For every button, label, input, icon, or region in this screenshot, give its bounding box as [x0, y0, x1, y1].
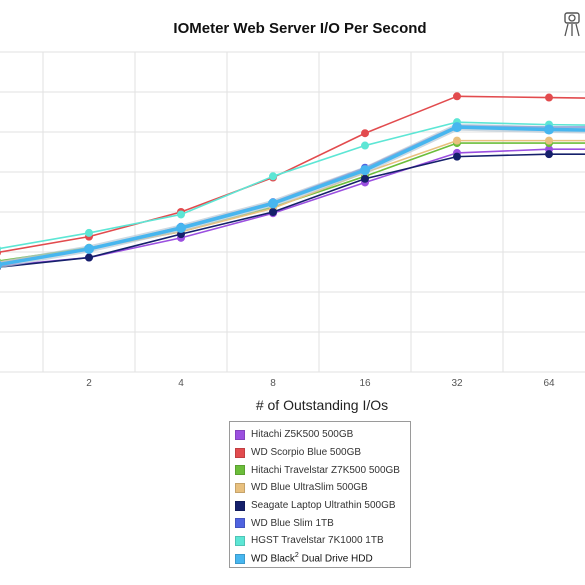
- data-point: [453, 152, 461, 161]
- data-point: [545, 136, 553, 145]
- legend-label: WD Blue Slim 1TB: [251, 517, 334, 529]
- x-axis-label: # of Outstanding I/Os: [256, 397, 388, 413]
- series-line: [0, 95, 585, 253]
- legend-label-main: WD Black: [251, 553, 295, 565]
- legend-swatch: [235, 553, 245, 564]
- x-tick-label: 2: [86, 378, 92, 389]
- series-group: [0, 122, 585, 269]
- legend-swatch: [235, 429, 245, 440]
- series-line: [0, 153, 585, 268]
- legend-item[interactable]: WD Black2 Dual Drive HDD: [235, 550, 410, 568]
- data-point: [545, 93, 553, 102]
- data-point: [453, 92, 461, 101]
- series-line: [0, 125, 585, 267]
- data-point: [269, 208, 277, 216]
- legend-label: Seagate Laptop Ultrathin 500GB: [251, 500, 396, 512]
- data-point: [361, 141, 369, 150]
- data-point: [360, 165, 370, 176]
- x-tick-label: 64: [543, 378, 555, 389]
- legend-item[interactable]: WD Blue Slim 1TB: [235, 514, 410, 532]
- camera-icon[interactable]: [562, 10, 584, 40]
- legend-swatch: [235, 500, 245, 511]
- series-line: [0, 142, 585, 262]
- legend-label: HGST Travelstar 7K1000 1TB: [251, 535, 384, 547]
- data-point: [176, 223, 186, 233]
- chart-title: IOMeter Web Server I/O Per Second: [173, 20, 426, 37]
- legend-item[interactable]: HGST Travelstar 7K1000 1TB: [235, 532, 410, 550]
- legend-item[interactable]: WD Scorpio Blue 500GB: [235, 444, 410, 462]
- x-tick-label: 8: [270, 378, 276, 389]
- legend-item[interactable]: Hitachi Travelstar Z7K500 500GB: [235, 461, 410, 479]
- data-point: [453, 136, 461, 145]
- legend-label: WD Blue UltraSlim 500GB: [251, 482, 368, 494]
- data-point: [85, 253, 93, 262]
- legend-swatch: [235, 447, 245, 458]
- data-point: [177, 210, 185, 219]
- data-point: [0, 260, 2, 269]
- legend-label: Hitachi Z5K500 500GB: [251, 429, 354, 441]
- legend-label: WD Black2 Dual Drive HDD: [251, 552, 373, 564]
- x-tick-label: 16: [359, 378, 371, 389]
- legend-label-sup: 2: [294, 552, 299, 560]
- data-point: [545, 150, 553, 159]
- data-point: [361, 129, 369, 138]
- legend-swatch: [235, 535, 245, 546]
- data-point: [0, 249, 1, 256]
- data-point: [544, 124, 554, 135]
- data-point: [0, 246, 1, 252]
- chart-legend: Hitachi Z5K500 500GB WD Scorpio Blue 500…: [229, 421, 411, 568]
- data-point: [84, 243, 94, 254]
- x-tick-label: 4: [178, 378, 184, 389]
- x-tick-label: 32: [451, 378, 463, 389]
- legend-label-tail: Dual Drive HDD: [298, 553, 373, 565]
- data-point: [269, 172, 277, 181]
- series-group: [0, 118, 585, 252]
- legend-item[interactable]: WD Blue UltraSlim 500GB: [235, 479, 410, 497]
- legend-label: Hitachi Travelstar Z7K500 500GB: [251, 464, 400, 476]
- legend-swatch: [235, 482, 245, 493]
- data-point: [268, 198, 278, 209]
- series-line: [0, 121, 585, 250]
- data-point: [452, 122, 462, 133]
- legend-swatch: [235, 518, 245, 529]
- legend-item[interactable]: Seagate Laptop Ultrathin 500GB: [235, 497, 410, 515]
- data-point: [85, 228, 93, 237]
- legend-item[interactable]: Hitachi Z5K500 500GB: [235, 426, 410, 444]
- data-point: [361, 174, 369, 183]
- legend-label: WD Scorpio Blue 500GB: [251, 447, 362, 459]
- legend-swatch: [235, 465, 245, 476]
